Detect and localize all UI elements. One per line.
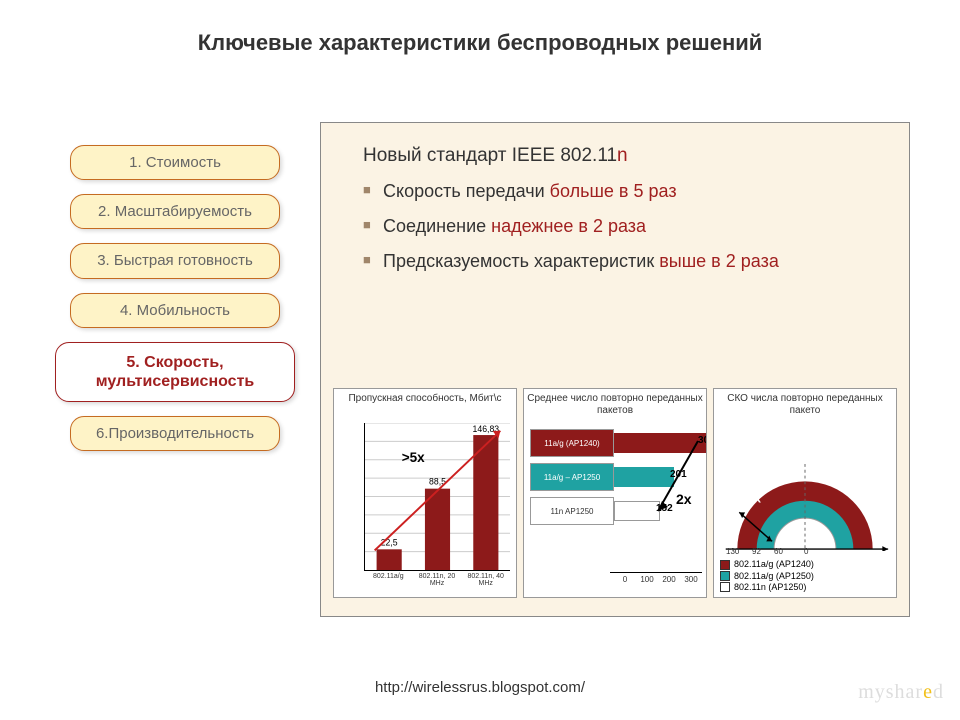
chart3-annot: 2x: [747, 492, 761, 506]
chart3-legend-1-text: 802.11a/g (AP1250): [734, 571, 814, 582]
nav-item-4[interactable]: 4. Мобильность: [70, 293, 280, 328]
chart-sko: СКО числа повторно переданных пакето 2x: [713, 388, 897, 598]
chart2-xtick-0: 0: [614, 575, 636, 593]
chart-retransmits: Среднее число повторно переданных пакето…: [523, 388, 707, 598]
bullet-1: Скорость передачи больше в 5 раз: [363, 181, 909, 202]
watermark-accent: e: [923, 681, 933, 703]
content-heading-accent: n: [617, 145, 628, 166]
content-heading: Новый стандарт IEEE 802.11n: [363, 145, 909, 167]
swatch-icon: [720, 571, 730, 581]
chart1-cat-2: 802.11n, 40 MHz: [461, 573, 510, 591]
chart2-xtick-2: 200: [658, 575, 680, 593]
chart1-annot: >5x: [402, 450, 425, 465]
nav-item-1[interactable]: 1. Стоимость: [70, 145, 280, 180]
chart3-x-3: 0: [804, 547, 808, 556]
bullet-3-text: Предсказуемость характеристик: [383, 251, 659, 271]
chart1-y-ticks: [338, 423, 362, 571]
nav-item-6[interactable]: 6.Производительность: [70, 416, 280, 451]
chart1-cat-1: 802.11n, 20 MHz: [413, 573, 462, 591]
chart2-title: Среднее число повторно переданных пакето…: [526, 393, 704, 419]
chart3-x-1: 92: [752, 547, 761, 556]
chart2-label-0: 11a/g (AP1240): [530, 429, 614, 457]
chart3-x-2: 60: [774, 547, 783, 556]
nav-list: 1. Стоимость 2. Масштабируемость 3. Быст…: [70, 145, 280, 465]
content-heading-prefix: Новый стандарт IEEE 802.11: [363, 145, 617, 166]
watermark-gray: myshar: [858, 681, 923, 703]
chart3-legend-1: 802.11a/g (AP1250): [720, 571, 890, 582]
chart3-legend-0-text: 802.11a/g (AP1240): [734, 559, 814, 570]
chart2-arrow: [614, 423, 707, 543]
bullet-2: Соединение надежнее в 2 раза: [363, 216, 909, 237]
chart3-plot: 2x: [718, 421, 892, 551]
chart3-legend: 802.11a/g (AP1240) 802.11a/g (AP1250) 80…: [720, 559, 890, 593]
swatch-icon: [720, 582, 730, 592]
swatch-icon: [720, 560, 730, 570]
footer-url: http://wirelessrus.blogspot.com/: [0, 679, 960, 696]
nav-item-2[interactable]: 2. Масштабируемость: [70, 194, 280, 229]
chart1-cat-0: 802.11a/g: [364, 573, 413, 591]
slide-title: Ключевые характеристики беспроводных реш…: [0, 30, 960, 56]
watermark-gray2: d: [933, 681, 944, 703]
charts-row: Пропускная способность, Мбит\с: [333, 388, 897, 598]
chart2-label-1: 11a/g – AP1250: [530, 463, 614, 491]
chart2-plot: 11a/g (AP1240) 306 11a/g – AP1250 201 11…: [528, 423, 702, 573]
chart-throughput: Пропускная способность, Мбит\с: [333, 388, 517, 598]
bullet-1-accent: больше в 5 раз: [550, 181, 677, 201]
bullet-2-accent: надежнее в 2 раза: [491, 216, 646, 236]
chart2-xtick-1: 100: [636, 575, 658, 593]
chart3-x-numbers: 130 92 60 0: [718, 547, 892, 557]
content-panel: Новый стандарт IEEE 802.11n Скорость пер…: [320, 122, 910, 617]
chart2-axis: [610, 572, 702, 573]
watermark: myshared: [858, 681, 944, 704]
nav-item-3[interactable]: 3. Быстрая готовность: [70, 243, 280, 279]
bullet-list: Скорость передачи больше в 5 раз Соедине…: [363, 181, 909, 272]
chart2-xtick-3: 300: [680, 575, 702, 593]
chart1-x-labels: 802.11a/g 802.11n, 20 MHz 802.11n, 40 MH…: [364, 573, 510, 591]
chart3-x-0: 130: [726, 547, 739, 556]
bullet-3: Предсказуемость характеристик выше в 2 р…: [363, 251, 909, 272]
chart1-title: Пропускная способность, Мбит\с: [336, 393, 514, 419]
chart3-legend-2: 802.11n (AP1250): [720, 582, 890, 593]
nav-item-5-active[interactable]: 5. Скорость, мультисервисность: [55, 342, 295, 402]
chart1-plot: 22,5 88,5 146,83 >5x 02040 6080100 12014…: [364, 423, 510, 571]
bullet-1-text: Скорость передачи: [383, 181, 550, 201]
chart3-title: СКО числа повторно переданных пакето: [716, 393, 894, 419]
chart2-x-ticks: 0 100 200 300: [528, 575, 702, 593]
bullet-2-text: Соединение: [383, 216, 491, 236]
bullet-3-accent: выше в 2 раза: [659, 251, 779, 271]
chart3-legend-2-text: 802.11n (AP1250): [734, 582, 806, 593]
chart2-label-2: 11n AP1250: [530, 497, 614, 525]
chart3-legend-0: 802.11a/g (AP1240): [720, 559, 890, 570]
